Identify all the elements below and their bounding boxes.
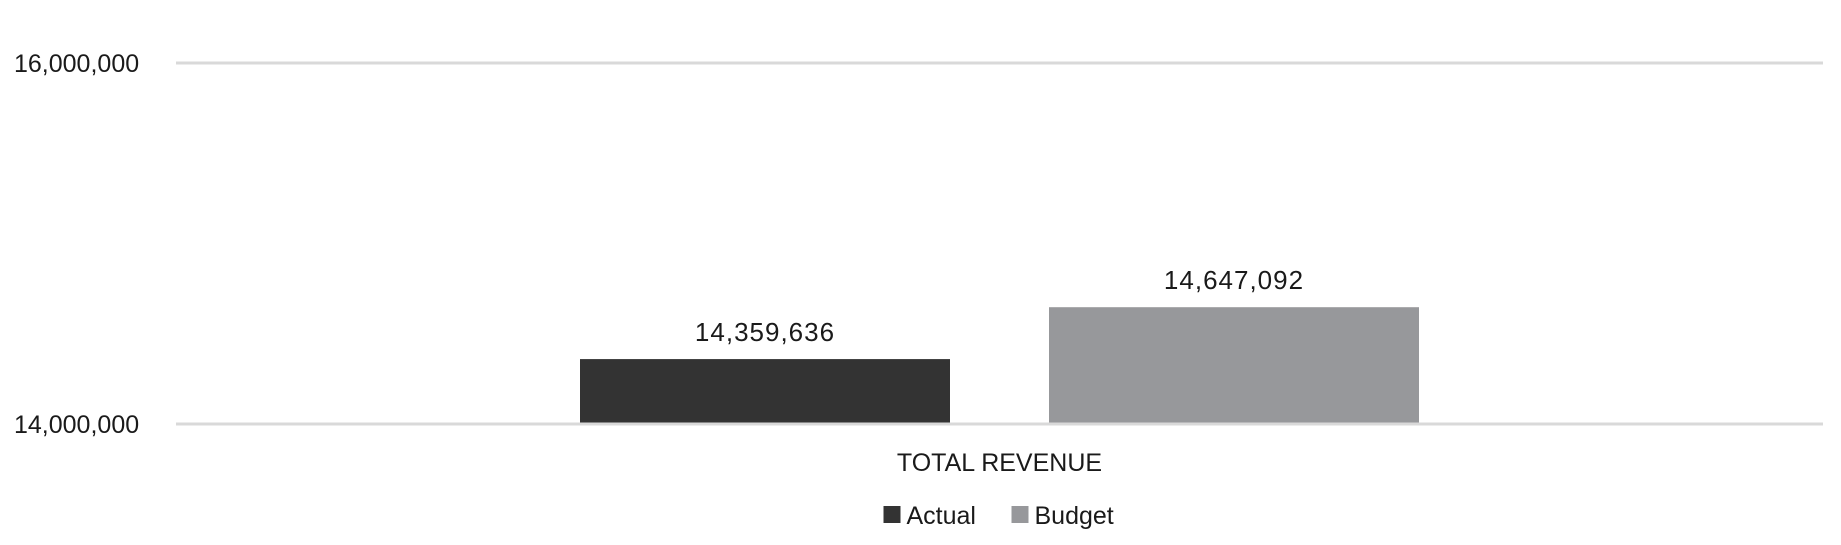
data-label-budget: 14,647,092 (1164, 265, 1304, 295)
legend-label-budget: Budget (1035, 502, 1114, 530)
bars (176, 307, 1823, 426)
data-labels: 14,359,636 14,647,092 (695, 265, 1304, 347)
y-tick-label: 14,000,000 (14, 411, 139, 439)
y-tick-label: 16,000,000 (14, 50, 139, 78)
y-axis-ticks: 16,000,000 14,000,000 (14, 50, 139, 439)
gridlines (176, 61, 1823, 426)
legend-swatch-budget (1011, 506, 1029, 523)
bar-actual (580, 359, 950, 424)
legend-label-actual: Actual (907, 502, 976, 530)
legend-swatch-actual (883, 506, 901, 523)
data-label-actual: 14,359,636 (695, 317, 835, 347)
bar-budget (1049, 307, 1419, 424)
legend: Actual Budget (883, 502, 1114, 530)
category-label: TOTAL REVENUE (897, 449, 1102, 477)
